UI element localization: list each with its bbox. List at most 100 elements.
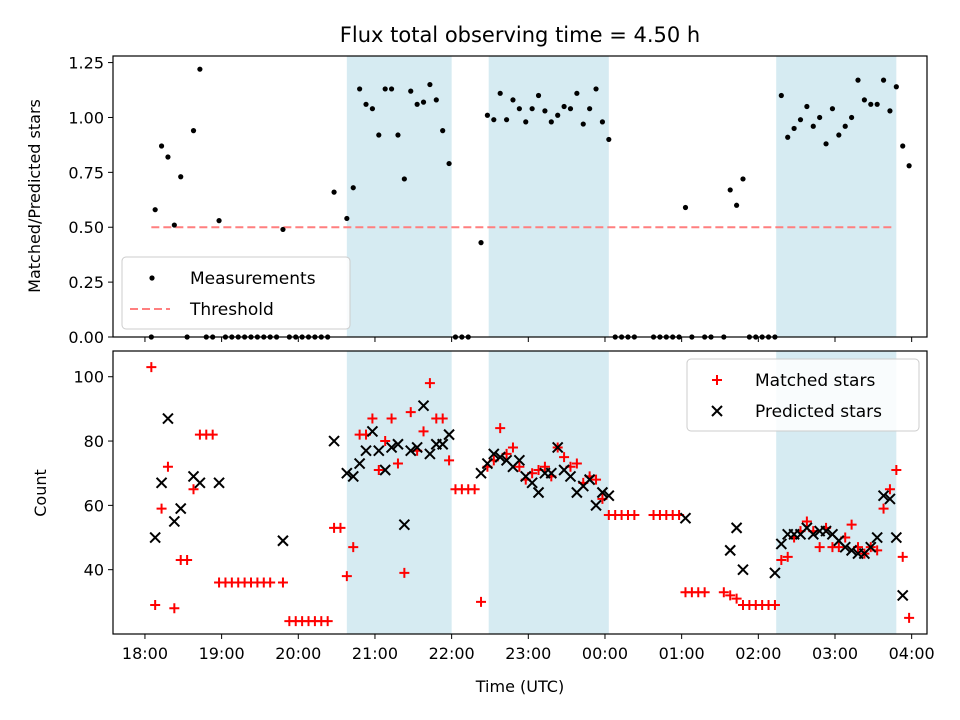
measurement-point: [401, 176, 407, 182]
observing-window: [776, 56, 897, 337]
legend: Matched stars Predicted stars: [686, 358, 920, 432]
measurement-point: [440, 128, 446, 134]
predicted-star-point: [328, 435, 340, 447]
measurement-point: [587, 106, 593, 112]
predicted-star-point: [724, 544, 736, 557]
measurement-point: [855, 77, 861, 83]
matched-star-point: [392, 458, 403, 469]
x-tick-label: 03:00: [812, 644, 858, 663]
predicted-star-point: [839, 541, 851, 553]
y-tick-label: 80: [84, 432, 104, 451]
predicted-star-point: [149, 531, 161, 544]
matched-star-point: [146, 362, 157, 373]
legend: Measurements Threshold: [121, 256, 351, 330]
y-tick-label: 0.75: [68, 163, 104, 182]
count-panel: 40 60 80 100 18:00 19:00 20:00 21:00 22:00 23:00 0…: [73, 350, 935, 663]
measurement-point: [810, 123, 816, 129]
predicted-star-point: [877, 490, 890, 502]
measurement-point: [823, 141, 829, 147]
matched-star-point: [897, 551, 908, 562]
measurement-point: [420, 99, 427, 105]
measurement-point: [887, 108, 893, 114]
measurement-point: [280, 226, 286, 233]
matched-star-point: [386, 413, 397, 424]
matched-star-point: [188, 484, 199, 495]
measurement-point: [190, 128, 197, 134]
measurement-point: [804, 103, 810, 110]
predicted-star-point: [494, 451, 506, 463]
predicted-star-point: [865, 541, 877, 553]
y-axis-label-count: Count: [31, 469, 50, 517]
y-tick-label: 1.00: [68, 108, 104, 127]
legend-label: Threshold: [189, 300, 274, 320]
matched-star-point: [731, 593, 742, 604]
matched-star-point: [559, 452, 570, 463]
predicted-star-point: [366, 425, 379, 438]
x-tick-label: 22:00: [429, 644, 475, 663]
measurement-point: [561, 103, 567, 110]
x-tick-label: 02:00: [735, 644, 781, 663]
x-tick-label: 00:00: [582, 644, 628, 663]
matched-star-point: [169, 603, 180, 614]
matched-star-point: [571, 458, 582, 469]
measurement-point: [503, 117, 510, 123]
predicted-star-point: [379, 464, 391, 476]
axes-frame: [112, 350, 928, 635]
measurement-point: [152, 207, 158, 213]
predicted-star-point: [405, 444, 417, 457]
measurement-point: [555, 112, 561, 118]
predicted-star-point: [411, 441, 423, 454]
ratio-panel: 0.00 0.25 0.50 0.75 1.00 1.25 Measurements Thre…: [68, 54, 928, 347]
matched-star-point: [725, 590, 736, 601]
matched-star-point: [380, 436, 391, 447]
predicted-star-point: [353, 457, 366, 470]
measurement-point: [178, 174, 184, 180]
x-tick-label: 23:00: [505, 644, 551, 663]
measurement-point: [567, 106, 574, 112]
predicted-star-point: [213, 477, 225, 489]
measurement-point: [542, 108, 548, 114]
observing-window: [488, 351, 609, 634]
legend-label: Matched stars: [755, 371, 875, 391]
matched-star-point: [495, 423, 506, 434]
matched-star-point: [373, 464, 384, 475]
predicted-star-point: [488, 448, 500, 460]
matched-star-point: [156, 503, 167, 514]
measurement-point: [344, 215, 350, 222]
matched-star-point: [335, 522, 346, 533]
y-tick-label: 0.00: [68, 328, 104, 347]
measurement-point: [165, 154, 171, 160]
legend-dot-icon: [149, 275, 155, 281]
matched-star-point: [507, 442, 518, 453]
predicted-star-point: [897, 589, 909, 602]
measurement-point: [414, 101, 420, 107]
axes-frame: [112, 55, 928, 338]
measurement-point: [880, 77, 887, 83]
measurement-point: [842, 123, 848, 129]
measurement-point: [906, 163, 912, 169]
predicted-star-point: [373, 444, 385, 457]
observing-window: [488, 56, 609, 337]
predicted-star-point: [532, 486, 545, 499]
x-tick-label: 19:00: [199, 644, 245, 663]
predicted-star-point: [513, 454, 526, 467]
predicted-star-point: [775, 538, 788, 550]
measurement-point: [529, 106, 535, 112]
measurement-point: [408, 88, 414, 94]
predicted-star-point: [443, 428, 455, 441]
legend-x-icon: [711, 405, 723, 417]
matched-star-point: [424, 378, 435, 389]
legend-label: Measurements: [190, 269, 316, 289]
matched-star-point: [776, 555, 787, 566]
measurement-point: [433, 97, 439, 103]
predicted-star-point: [596, 486, 609, 499]
measurement-point: [510, 97, 516, 103]
predicted-star-point: [424, 448, 436, 460]
measurement-point: [874, 101, 880, 107]
measurement-point: [548, 119, 554, 125]
predicted-star-point: [175, 502, 187, 515]
predicted-star-point: [769, 567, 781, 579]
legend-box: [686, 358, 920, 432]
y-tick-label: 1.25: [68, 54, 104, 73]
predicted-star-point: [347, 470, 359, 483]
